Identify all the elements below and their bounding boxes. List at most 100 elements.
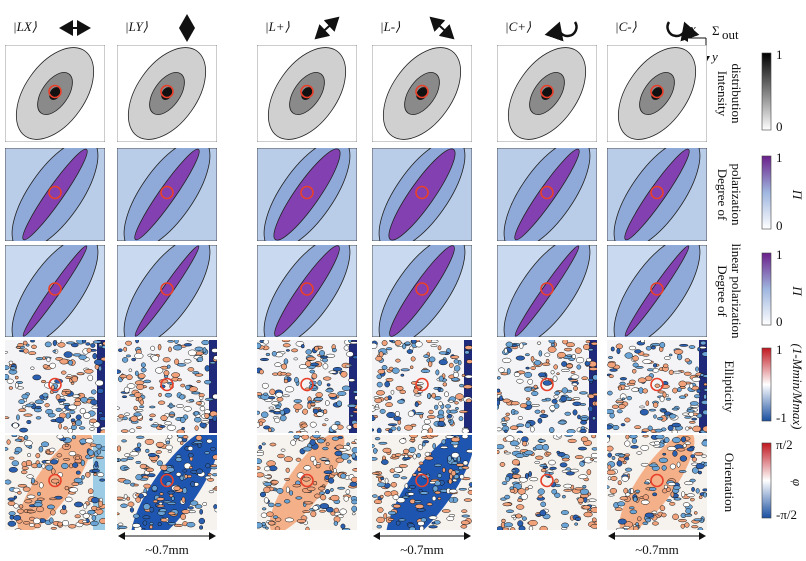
speckle — [516, 504, 525, 510]
speckle — [437, 420, 446, 427]
speckle — [676, 461, 681, 468]
speckle — [524, 371, 533, 378]
speckle — [419, 491, 429, 495]
speckle — [517, 498, 523, 503]
speckle — [607, 445, 614, 452]
speckle — [541, 362, 551, 366]
panel — [372, 435, 472, 530]
speckle — [291, 348, 299, 353]
speckle — [20, 470, 28, 475]
speckle — [280, 371, 287, 376]
speckle — [497, 444, 505, 450]
speckle — [307, 402, 312, 410]
speckle — [135, 474, 143, 481]
marker-circle — [650, 84, 664, 99]
speckle — [579, 391, 588, 395]
speckle — [50, 526, 57, 530]
speckle — [653, 363, 658, 368]
speckle — [285, 486, 290, 493]
speckle — [96, 472, 105, 477]
speckle — [438, 375, 444, 382]
speckle — [521, 516, 527, 521]
plane-subscript: out — [722, 27, 739, 42]
speckle — [352, 410, 357, 414]
speckle — [159, 492, 164, 496]
speckle — [42, 364, 49, 369]
speckle — [525, 366, 530, 370]
colorbar-tick: 0 — [776, 218, 783, 233]
speckle — [60, 370, 67, 375]
speckle — [293, 403, 303, 410]
speckle — [664, 356, 671, 361]
speckle — [504, 494, 511, 500]
speckle — [333, 507, 340, 513]
speckle — [691, 376, 701, 382]
speckle — [210, 446, 216, 452]
speckle — [537, 495, 543, 499]
speckle — [302, 408, 308, 415]
speckle — [146, 467, 154, 473]
polarization-high — [22, 148, 88, 241]
speckle — [91, 514, 97, 521]
edge-band — [209, 340, 217, 433]
marker-circle — [48, 185, 62, 200]
speckle — [140, 362, 146, 368]
speckle — [17, 484, 28, 488]
speckle — [691, 525, 699, 529]
speckle — [128, 368, 133, 372]
speckle — [450, 470, 457, 477]
speckle — [312, 435, 321, 439]
speckle — [684, 416, 692, 419]
speckle — [686, 447, 695, 452]
speckle — [625, 467, 633, 472]
speckle — [158, 425, 166, 428]
speckle — [642, 388, 648, 394]
speckle — [351, 447, 357, 454]
speckle — [373, 447, 378, 454]
circular-arrow — [666, 21, 700, 42]
speckle — [453, 474, 460, 480]
speckle — [118, 414, 125, 419]
speckle — [573, 385, 578, 391]
speckle — [578, 474, 588, 480]
speckle — [515, 355, 525, 361]
speckle — [660, 409, 668, 413]
speckle — [702, 488, 707, 492]
speckle — [591, 447, 597, 451]
speckle — [607, 452, 612, 458]
speckle — [384, 396, 389, 401]
speckle — [640, 340, 645, 343]
speckle — [557, 351, 566, 359]
speckle — [589, 458, 594, 461]
speckle — [67, 404, 78, 410]
speckle — [346, 351, 354, 357]
marker-circle — [650, 185, 664, 200]
speckle — [699, 373, 705, 377]
panel — [5, 245, 105, 337]
speckle — [686, 493, 695, 498]
speckle — [302, 446, 312, 452]
speckle — [198, 517, 206, 525]
speckle — [505, 412, 510, 416]
speckle — [135, 460, 142, 464]
speckle — [684, 481, 694, 486]
speckle — [75, 419, 83, 427]
speckle — [119, 374, 128, 379]
speckle — [381, 459, 389, 465]
speckle — [85, 438, 94, 444]
marker-circle — [300, 84, 314, 99]
speckle — [671, 422, 681, 428]
speckle — [537, 439, 546, 443]
speckle — [531, 390, 539, 397]
speckle — [155, 450, 162, 454]
speckle — [672, 485, 681, 490]
speckle — [629, 506, 635, 510]
speckle — [622, 526, 631, 529]
speckle — [689, 383, 694, 389]
panel — [607, 45, 707, 142]
speckle — [524, 472, 529, 480]
speckle — [321, 423, 327, 427]
speckle — [654, 383, 661, 388]
speckle — [460, 524, 468, 529]
speckle — [549, 427, 555, 433]
